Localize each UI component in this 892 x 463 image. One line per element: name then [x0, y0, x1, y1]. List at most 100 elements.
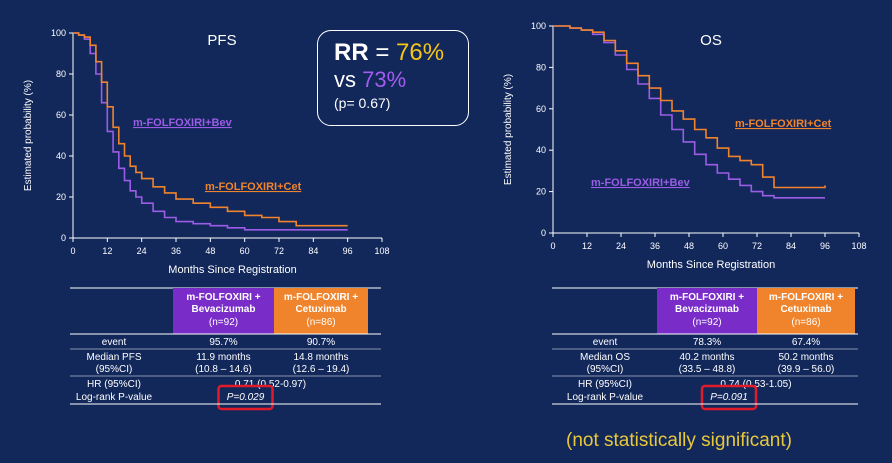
os-x-tick-label: 72 — [752, 241, 762, 251]
pfs-x-tick-label: 0 — [70, 246, 75, 256]
os-header-cet-l3: (n=86) — [791, 317, 820, 328]
pfs-y-tick-label: 0 — [61, 233, 66, 243]
os-row-cet-value: 67.4% — [792, 337, 820, 348]
os-y-tick-label: 0 — [541, 228, 546, 238]
pfs-row-bev-value: 95.7% — [209, 337, 237, 348]
pfs-header-cet-l3: (n=86) — [306, 317, 335, 328]
pfs-header-cet-cell — [274, 288, 368, 334]
rr-equals: = — [375, 39, 390, 66]
os-x-tick-label: 60 — [718, 241, 728, 251]
os-p-label: Log-rank P-value — [567, 392, 644, 403]
pfs-hr-label: HR (95%CI) — [87, 379, 141, 390]
pfs-p-label: Log-rank P-value — [76, 392, 153, 403]
os-row-bev-value: (33.5 – 48.8) — [679, 364, 736, 375]
pfs-y-tick-label: 60 — [56, 110, 66, 120]
pfs-y-tick-label: 80 — [56, 69, 66, 79]
os-x-tick-label: 96 — [820, 241, 830, 251]
os-title: OS — [700, 32, 722, 49]
pfs-legend-bev: m-FOLFOXIRI+Bev — [133, 117, 233, 129]
os-y-tick-label: 100 — [531, 21, 546, 31]
os-header-bev-l1: m-FOLFOXIRI + — [670, 292, 744, 303]
pfs-row-bev-value: 11.9 months — [196, 352, 250, 363]
rr-vs: vs — [334, 67, 356, 92]
pfs-row-cet-value: 90.7% — [307, 337, 335, 348]
os-header-bev-l3: (n=92) — [692, 317, 721, 328]
pfs-x-tick-label: 72 — [274, 246, 284, 256]
os-x-axis-label: Months Since Registration — [647, 259, 775, 271]
pfs-p-highlight-box — [217, 384, 274, 411]
os-row-label: (95%CI) — [587, 364, 624, 375]
pfs-y-tick-label: 20 — [56, 192, 66, 202]
os-header-bev-l2: Bevacizumab — [675, 304, 739, 315]
os-y-tick-label: 20 — [536, 187, 546, 197]
os-header-cet-l1: m-FOLFOXIRI + — [769, 292, 843, 303]
os-legend-cet: m-FOLFOXIRI+Cet — [735, 118, 832, 130]
pfs-header-bev-l2: Bevacizumab — [192, 304, 256, 315]
pfs-row-label: Median PFS — [86, 352, 141, 363]
pfs-series-cet — [73, 32, 348, 227]
rr-bev-value: 73% — [362, 67, 407, 92]
rr-cet-value: 76% — [396, 39, 445, 66]
response-rate-box: RR = 76% vs 73% (p= 0.67) — [317, 30, 469, 126]
pfs-header-bev-l1: m-FOLFOXIRI + — [186, 292, 260, 303]
os-series-cet — [553, 25, 826, 189]
significance-note: (not statistically significant) — [566, 430, 792, 451]
os-x-tick-label: 48 — [684, 241, 694, 251]
pfs-y-axis-label: Estimated probability (%) — [23, 80, 34, 191]
os-x-tick-label: 84 — [786, 241, 796, 251]
pfs-x-tick-label: 24 — [137, 246, 147, 256]
os-row-label: event — [593, 337, 618, 348]
os-header-cet-l2: Cetuximab — [780, 304, 831, 315]
os-header-cet-cell — [757, 288, 855, 334]
pfs-y-tick-label: 40 — [56, 151, 66, 161]
os-x-tick-label: 12 — [582, 241, 592, 251]
os-y-tick-label: 80 — [536, 62, 546, 72]
os-y-tick-label: 40 — [536, 145, 546, 155]
os-hr-label: HR (95%CI) — [578, 379, 632, 390]
os-p-highlight-box — [700, 384, 758, 411]
os-header-bev-cell — [657, 288, 757, 334]
pfs-header-cet-l1: m-FOLFOXIRI + — [284, 292, 358, 303]
pfs-x-tick-label: 36 — [171, 246, 181, 256]
os-row-cet-value: (39.9 – 56.0) — [778, 364, 835, 375]
os-x-tick-label: 36 — [650, 241, 660, 251]
pfs-x-tick-label: 48 — [205, 246, 215, 256]
pfs-x-tick-label: 12 — [102, 246, 112, 256]
os-row-bev-value: 78.3% — [693, 337, 721, 348]
rr-p-value: (p= 0.67) — [334, 95, 391, 111]
os-row-cet-value: 50.2 months — [778, 352, 833, 363]
pfs-legend-cet: m-FOLFOXIRI+Cet — [205, 181, 302, 193]
pfs-x-tick-label: 84 — [308, 246, 318, 256]
pfs-hr-value: 0.71 (0.52-0.97) — [235, 379, 306, 390]
pfs-row-cet-value: 14.8 months — [293, 352, 348, 363]
pfs-header-bev-cell — [173, 288, 274, 334]
pfs-row-label: (95%CI) — [96, 364, 133, 375]
os-y-tick-label: 60 — [536, 104, 546, 114]
pfs-x-tick-label: 108 — [374, 246, 389, 256]
pfs-row-bev-value: (10.8 – 14.6) — [195, 364, 252, 375]
pfs-header-bev-l3: (n=92) — [209, 317, 238, 328]
os-legend-bev: m-FOLFOXIRI+Bev — [591, 177, 691, 189]
pfs-header-cet-l2: Cetuximab — [295, 304, 346, 315]
os-p-value: P=0.091 — [710, 392, 748, 403]
pfs-x-tick-label: 60 — [240, 246, 250, 256]
os-x-tick-label: 108 — [851, 241, 866, 251]
os-row-bev-value: 40.2 months — [679, 352, 734, 363]
pfs-y-tick-label: 100 — [51, 28, 66, 38]
os-x-tick-label: 24 — [616, 241, 626, 251]
pfs-x-tick-label: 96 — [343, 246, 353, 256]
pfs-p-value: P=0.029 — [227, 392, 265, 403]
pfs-x-axis-label: Months Since Registration — [168, 264, 296, 276]
pfs-series-bev — [73, 32, 348, 231]
rr-label: RR — [334, 39, 369, 66]
pfs-title: PFS — [207, 32, 236, 49]
os-y-axis-label: Estimated probability (%) — [503, 74, 514, 185]
os-hr-value: 0.74 (0.53-1.05) — [720, 379, 791, 390]
os-row-label: Median OS — [580, 352, 630, 363]
os-x-tick-label: 0 — [550, 241, 555, 251]
pfs-row-label: event — [102, 337, 127, 348]
pfs-row-cet-value: (12.6 – 19.4) — [293, 364, 350, 375]
os-series-bev — [553, 25, 825, 199]
